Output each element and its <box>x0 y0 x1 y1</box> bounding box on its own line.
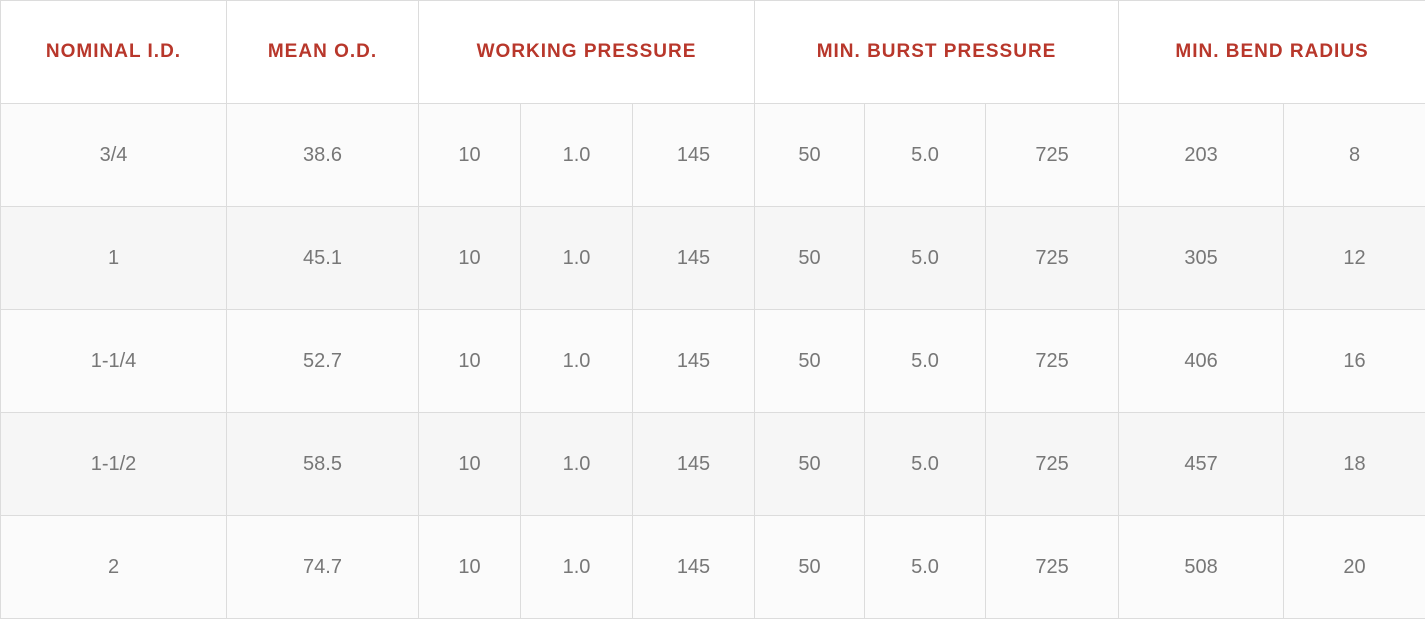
cell-burst-pressure: 725 <box>985 309 1120 413</box>
cell-working-pressure: 10 <box>418 412 521 516</box>
cell-bend-radius: 406 <box>1118 309 1285 413</box>
cell-working-pressure: 145 <box>631 309 756 413</box>
cell-working-pressure: 145 <box>631 206 756 310</box>
cell-bend-radius: 203 <box>1118 103 1285 207</box>
header-min-burst-pressure: MIN. BURST PRESSURE <box>754 0 1120 104</box>
cell-burst-pressure: 50 <box>754 515 866 619</box>
cell-nominal-id: 1 <box>0 206 227 310</box>
cell-working-pressure: 145 <box>631 412 756 516</box>
cell-nominal-id: 1-1/2 <box>0 412 227 516</box>
cell-working-pressure: 10 <box>418 206 521 310</box>
cell-mean-od: 74.7 <box>226 515 419 619</box>
cell-nominal-id: 3/4 <box>0 103 227 207</box>
cell-nominal-id: 1-1/4 <box>0 309 227 413</box>
cell-nominal-id: 2 <box>0 515 227 619</box>
table-row: 3/4 38.6 10 1.0 145 50 5.0 725 203 8 <box>0 103 1425 207</box>
cell-burst-pressure: 5.0 <box>864 412 987 516</box>
cell-working-pressure: 1.0 <box>520 412 633 516</box>
cell-working-pressure: 1.0 <box>520 515 633 619</box>
header-mean-od: MEAN O.D. <box>226 0 419 104</box>
cell-burst-pressure: 5.0 <box>864 206 987 310</box>
cell-bend-radius: 20 <box>1283 515 1425 619</box>
cell-bend-radius: 8 <box>1283 103 1425 207</box>
cell-working-pressure: 1.0 <box>520 103 633 207</box>
cell-burst-pressure: 50 <box>754 103 866 207</box>
header-nominal-id: NOMINAL I.D. <box>0 0 227 104</box>
cell-burst-pressure: 725 <box>985 515 1120 619</box>
cell-working-pressure: 10 <box>418 309 521 413</box>
cell-bend-radius: 508 <box>1118 515 1285 619</box>
cell-bend-radius: 457 <box>1118 412 1285 516</box>
cell-working-pressure: 145 <box>631 103 756 207</box>
cell-working-pressure: 10 <box>418 515 521 619</box>
cell-bend-radius: 18 <box>1283 412 1425 516</box>
cell-bend-radius: 12 <box>1283 206 1425 310</box>
cell-burst-pressure: 50 <box>754 309 866 413</box>
table-row: 1 45.1 10 1.0 145 50 5.0 725 305 12 <box>0 206 1425 310</box>
table-row: 2 74.7 10 1.0 145 50 5.0 725 508 20 <box>0 515 1425 619</box>
cell-working-pressure: 10 <box>418 103 521 207</box>
header-row: NOMINAL I.D. MEAN O.D. WORKING PRESSURE … <box>0 0 1425 104</box>
cell-burst-pressure: 5.0 <box>864 103 987 207</box>
cell-burst-pressure: 725 <box>985 412 1120 516</box>
table-row: 1-1/2 58.5 10 1.0 145 50 5.0 725 457 18 <box>0 412 1425 516</box>
header-min-bend-radius: MIN. BEND RADIUS <box>1118 0 1425 104</box>
cell-mean-od: 52.7 <box>226 309 419 413</box>
table-row: 1-1/4 52.7 10 1.0 145 50 5.0 725 406 16 <box>0 309 1425 413</box>
cell-burst-pressure: 50 <box>754 412 866 516</box>
cell-burst-pressure: 725 <box>985 206 1120 310</box>
cell-burst-pressure: 5.0 <box>864 515 987 619</box>
cell-burst-pressure: 50 <box>754 206 866 310</box>
cell-burst-pressure: 5.0 <box>864 309 987 413</box>
cell-working-pressure: 1.0 <box>520 309 633 413</box>
cell-bend-radius: 16 <box>1283 309 1425 413</box>
header-working-pressure: WORKING PRESSURE <box>417 0 756 104</box>
cell-mean-od: 45.1 <box>226 206 419 310</box>
cell-bend-radius: 305 <box>1118 206 1285 310</box>
cell-burst-pressure: 725 <box>985 103 1120 207</box>
cell-mean-od: 38.6 <box>226 103 419 207</box>
cell-working-pressure: 1.0 <box>520 206 633 310</box>
cell-mean-od: 58.5 <box>226 412 419 516</box>
cell-working-pressure: 145 <box>631 515 756 619</box>
